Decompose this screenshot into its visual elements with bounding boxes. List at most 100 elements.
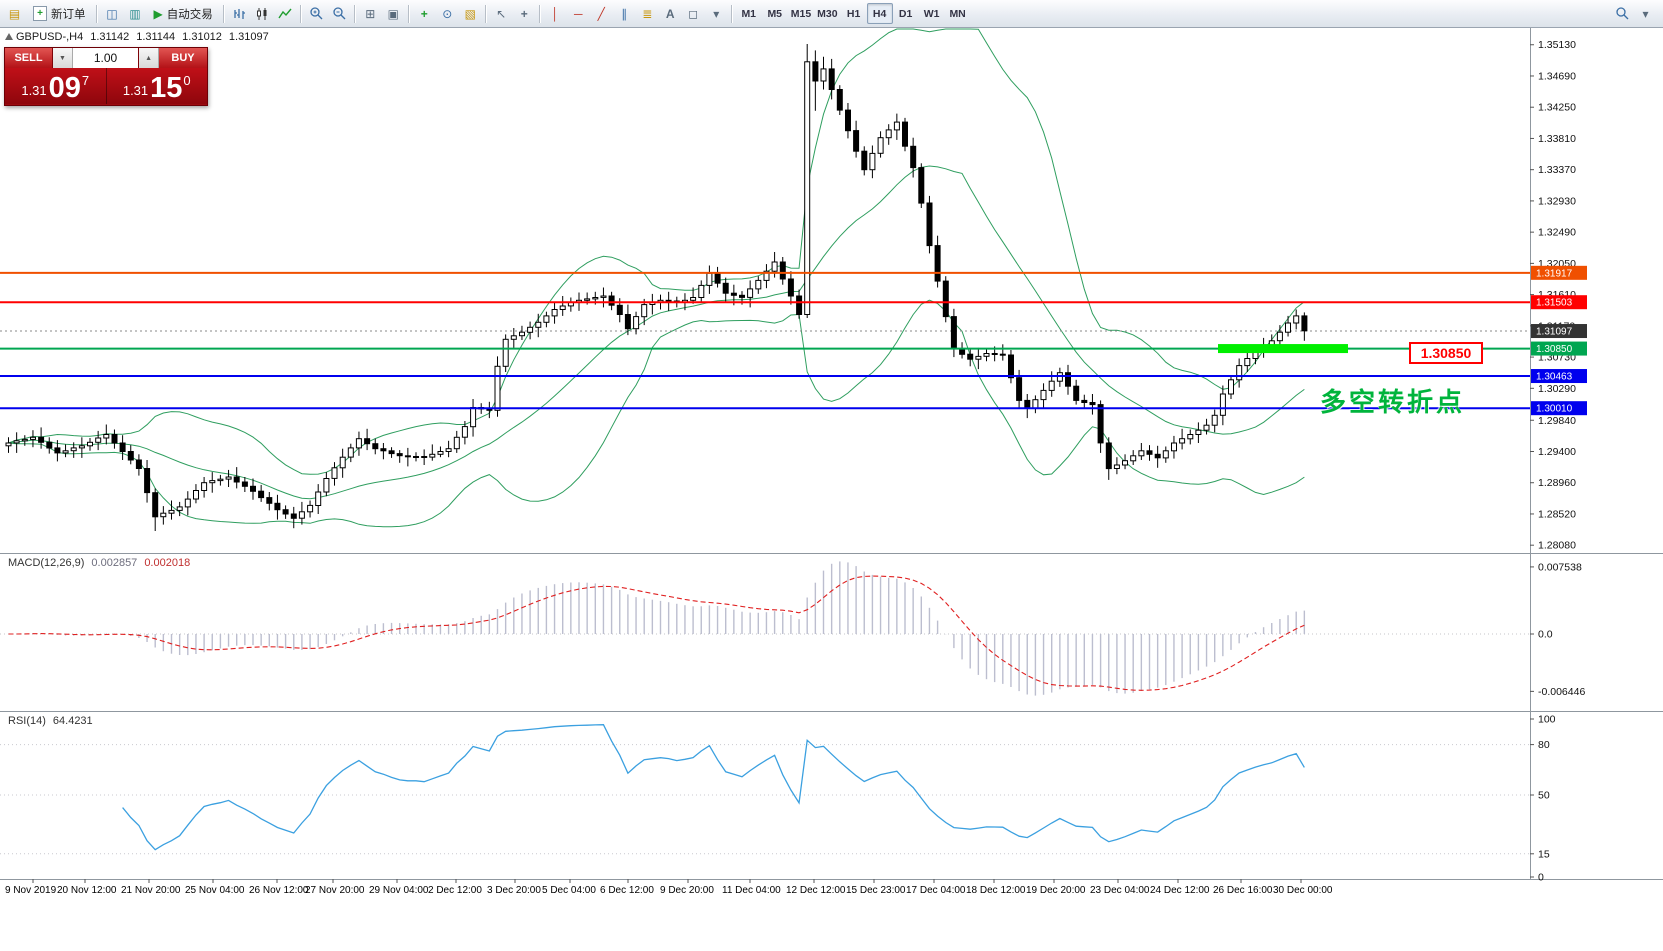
candle-body — [217, 478, 224, 482]
cascade-windows-button[interactable]: ▣ — [382, 3, 405, 24]
date-label: 11 Dec 04:00 — [722, 885, 781, 896]
price-tag — [1531, 265, 1587, 280]
date-label: 3 Dec 20:00 — [487, 885, 541, 896]
candle-body — [38, 436, 45, 443]
candle-body — [160, 512, 167, 518]
tf-h4-button[interactable]: H4 — [866, 3, 893, 24]
vertical-line-tool-button[interactable]: │ — [544, 3, 567, 24]
tf-w1-button[interactable]: W1 — [919, 3, 945, 24]
candle-body — [176, 506, 183, 511]
candle-body — [1228, 379, 1234, 395]
new-order-button[interactable]: + 新订单 — [26, 3, 93, 24]
toolbar-separator — [95, 4, 98, 23]
tile-windows-button[interactable]: ⊞ — [359, 3, 382, 24]
cascade-windows-icon: ▣ — [387, 6, 399, 21]
fibonacci-icon: ≣ — [642, 6, 653, 21]
channel-tool-button[interactable]: ∥ — [613, 3, 636, 24]
zoom-out-button[interactable] — [328, 3, 351, 24]
candle-body — [70, 447, 77, 452]
rsi-line — [122, 724, 1305, 851]
date-label: 5 Dec 04:00 — [542, 885, 596, 896]
macd-main-value: 0.002857 — [91, 557, 138, 569]
templates-button[interactable]: ▧ — [459, 3, 482, 24]
price-level-flag[interactable]: 1.30850 — [1409, 342, 1483, 364]
candle-body — [225, 476, 232, 480]
candle-body — [421, 456, 428, 458]
candle-body — [861, 150, 868, 171]
navigator-button[interactable]: ▥ — [124, 3, 147, 24]
periods-button[interactable]: ⊙ — [436, 3, 459, 24]
candle-body — [1203, 424, 1210, 431]
rsi-indicator-header: RSI(14) 64.4231 — [8, 715, 93, 727]
tf-m1-button[interactable]: M1 — [736, 3, 762, 24]
chart-info-line: GBPUSD-,H4 1.31142 1.31144 1.31012 1.310… — [16, 31, 269, 43]
candle-body — [1301, 315, 1308, 332]
macd-scale-label: 0.007538 — [1538, 561, 1582, 573]
volume-down-button[interactable]: ▼ — [53, 48, 73, 68]
turning-point-note[interactable]: 多空转折点 — [1320, 387, 1466, 417]
candle-body — [592, 297, 599, 300]
sell-button[interactable]: SELL — [5, 48, 53, 68]
buy-button[interactable]: BUY — [159, 48, 207, 68]
tf-m5-button[interactable]: M5 — [762, 3, 788, 24]
candle-body — [1040, 389, 1047, 401]
fibonacci-tool-button[interactable]: ≣ — [636, 3, 659, 24]
candle-body — [910, 145, 917, 169]
tf-d1-button[interactable]: D1 — [893, 3, 919, 24]
candle-body — [461, 426, 468, 438]
crosshair-tool-button[interactable]: + — [513, 3, 536, 24]
volume-up-button[interactable]: ▲ — [139, 48, 159, 68]
candle-body — [755, 279, 762, 290]
candle-body — [706, 272, 713, 286]
chevron-down-icon: ▾ — [1642, 6, 1649, 21]
data-window-button[interactable]: ◫ — [101, 3, 124, 24]
candle-body — [46, 441, 53, 449]
volume-input[interactable]: 1.00 — [72, 48, 140, 68]
label-tool-button[interactable]: ◻ — [682, 3, 705, 24]
candle-body — [315, 491, 322, 506]
candle-body — [1293, 315, 1300, 324]
candle-body — [209, 480, 216, 484]
price-tag — [1531, 401, 1587, 416]
zoom-in-icon — [310, 7, 323, 20]
buy-price[interactable]: 1.31 15 0 — [107, 68, 208, 104]
tf-m30-button[interactable]: M30 — [814, 3, 840, 24]
candlestick-mode-button[interactable] — [251, 3, 274, 24]
candle-body — [364, 438, 371, 445]
cursor-tool-button[interactable]: ↖ — [490, 3, 513, 24]
zoom-in-button[interactable] — [305, 3, 328, 24]
market-watch-button[interactable]: ▤ — [3, 3, 26, 24]
candle-body — [877, 137, 884, 154]
tf-h1-button[interactable]: H1 — [841, 3, 867, 24]
candle-body — [771, 261, 778, 272]
candle-body — [103, 434, 110, 439]
line-chart-mode-button[interactable] — [274, 3, 297, 24]
toolbar-separator — [538, 4, 541, 23]
toolbar-more-button[interactable]: ▾ — [1634, 3, 1657, 24]
bar-chart-mode-button[interactable] — [228, 3, 251, 24]
tf-m15-button[interactable]: M15 — [788, 3, 814, 24]
candle-body — [853, 130, 860, 152]
candle-body — [1032, 399, 1039, 409]
candle-body — [1244, 358, 1251, 367]
autotrading-button[interactable]: ▶ 自动交易 — [147, 3, 220, 24]
crosshair-icon: + — [520, 6, 528, 21]
shapes-dropdown-button[interactable]: ▾ — [705, 3, 728, 24]
candle-body — [999, 353, 1006, 356]
trendline-tool-button[interactable]: ╱ — [590, 3, 613, 24]
horizontal-line-tool-button[interactable]: ─ — [567, 3, 590, 24]
candle-body — [388, 450, 395, 455]
candle-body — [54, 447, 61, 454]
price-scale-label: 1.29840 — [1538, 415, 1576, 427]
tf-mn-button[interactable]: MN — [945, 3, 971, 24]
candle-body — [714, 272, 721, 284]
candle-body — [413, 456, 419, 458]
sell-price-small: 1.31 — [21, 83, 47, 98]
toolbar-separator — [222, 4, 225, 23]
add-indicator-button[interactable]: + — [413, 3, 436, 24]
add-indicator-icon: + — [420, 6, 428, 21]
text-tool-button[interactable]: A — [659, 3, 682, 24]
search-button[interactable] — [1611, 3, 1634, 24]
sell-price[interactable]: 1.31 09 7 — [5, 68, 107, 104]
